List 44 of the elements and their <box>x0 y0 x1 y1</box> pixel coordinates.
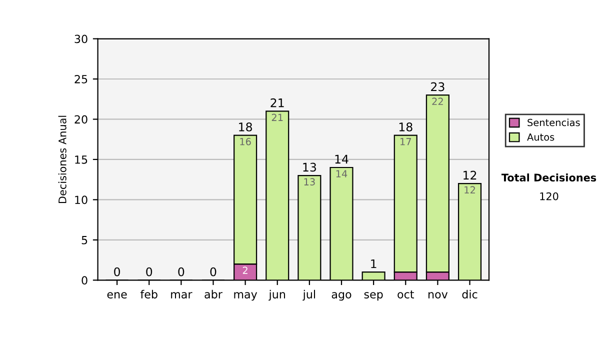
total-label: 13 <box>303 162 316 172</box>
x-tick-label: oct <box>398 290 414 298</box>
data-label: 12 <box>464 186 475 194</box>
total-label: 0 <box>210 267 216 276</box>
total-label: 14 <box>335 154 348 164</box>
y-axis-title: Decisiones Anual <box>58 116 66 203</box>
y-tick-label: 20 <box>74 115 88 124</box>
x-tick-label: sep <box>364 292 383 301</box>
y-tick-label: 5 <box>82 236 88 244</box>
x-tick-label: abr <box>204 290 222 298</box>
x-tick-label: jun <box>268 290 286 301</box>
data-label: 2 <box>242 266 248 274</box>
y-tick-label: 30 <box>74 34 88 44</box>
x-tick-label: dic <box>462 290 478 298</box>
y-tick-label: 0 <box>82 276 88 285</box>
y-tick-label: 10 <box>75 196 88 204</box>
x-tick-label: ene <box>107 292 127 298</box>
y-tick-label: 15 <box>75 156 88 164</box>
total-label: 0 <box>178 267 184 276</box>
x-tick-label: feb <box>140 290 158 298</box>
y-tick-label: 25 <box>74 74 88 84</box>
x-tick-label: nov <box>428 292 448 298</box>
x-tick-label: may <box>234 292 258 301</box>
data-label: 17 <box>400 138 411 146</box>
data-label: 14 <box>336 170 348 178</box>
total-label: 18 <box>399 122 412 132</box>
x-tick-label: mar <box>171 292 192 298</box>
text: Total Decisiones <box>501 173 596 182</box>
total-label: 23 <box>431 82 444 92</box>
total-label: 1 <box>371 259 376 268</box>
total-label: 12 <box>464 170 476 180</box>
total-label: 0 <box>146 267 152 276</box>
total-label: 18 <box>239 122 252 132</box>
total-label: 21 <box>270 98 284 108</box>
legend-label: Sentencias <box>528 118 580 126</box>
data-label: 13 <box>304 178 315 186</box>
text: 120 <box>540 192 558 200</box>
x-tick-label: ago <box>332 292 352 301</box>
x-tick-label: jul <box>302 290 315 301</box>
total-label: 0 <box>114 267 120 276</box>
data-label: 22 <box>432 98 443 105</box>
data-label: 16 <box>240 138 251 146</box>
data-label: 21 <box>272 114 283 121</box>
legend-label: Autos <box>527 134 554 141</box>
